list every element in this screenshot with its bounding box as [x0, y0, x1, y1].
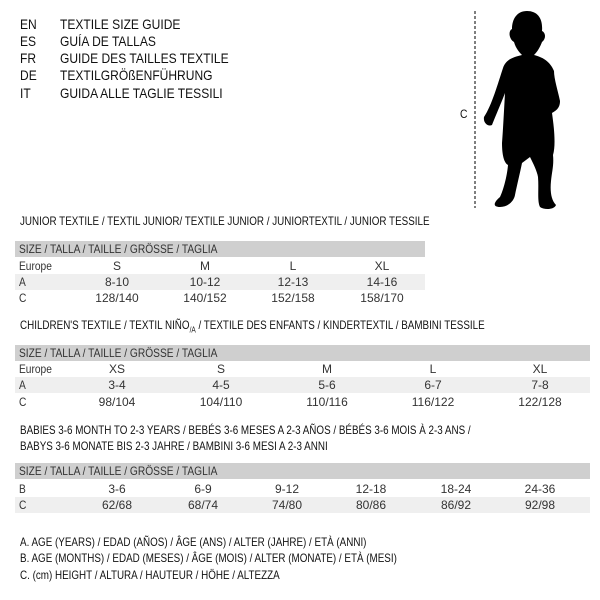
row-label: Europe — [19, 362, 52, 376]
cell: XS — [108, 362, 125, 376]
children-header-bar: SIZE / TALLA / TAILLE / GRÖSSE / TAGLIA — [15, 345, 590, 361]
junior-header-bar: SIZE / TALLA / TAILLE / GRÖSSE / TAGLIA — [15, 241, 425, 257]
cell: 10-12 — [189, 275, 221, 289]
cell: 98/104 — [98, 395, 136, 409]
cell: 74/80 — [271, 498, 303, 512]
row-label: C — [19, 498, 27, 512]
children-title: CHILDREN'S TEXTILE / TEXTIL NIÑO/A / TEX… — [20, 318, 485, 334]
row-label: A — [19, 378, 26, 392]
cell: 152/158 — [271, 291, 315, 305]
cell: 122/128 — [518, 395, 562, 409]
child-silhouette-shape — [483, 11, 560, 210]
cell: XL — [532, 362, 548, 376]
row-shade — [15, 497, 590, 513]
row-shade — [15, 377, 590, 393]
cell: 116/122 — [411, 395, 455, 409]
babies-header-bar: SIZE / TALLA / TAILLE / GRÖSSE / TAGLIA — [15, 463, 590, 479]
lang-title: GUIDE DES TAILLES TEXTILE — [60, 50, 229, 66]
lang-title: GUIDA ALLE TAGLIE TESSILI — [60, 85, 223, 101]
lang-title: GUÍA DE TALLAS — [60, 33, 156, 49]
children-title-rest: / TEXTILE DES ENFANTS / KINDERTEXTIL / B… — [195, 318, 485, 332]
row-shade — [15, 274, 425, 290]
row-label: A — [19, 275, 26, 289]
cell: L — [289, 259, 297, 273]
cell: 62/68 — [101, 498, 133, 512]
children-header: SIZE / TALLA / TAILLE / GRÖSSE / TAGLIA — [19, 346, 218, 360]
cell: 3-4 — [108, 378, 126, 392]
cell: 68/74 — [187, 498, 219, 512]
row-label: B — [19, 482, 26, 496]
lang-code: IT — [20, 85, 31, 101]
children-title-sub: /A — [189, 325, 196, 335]
babies-title-line2: BABYS 3-6 MONATE BIS 2-3 JAHRE / BAMBINI… — [20, 439, 328, 453]
cell: XL — [374, 259, 390, 273]
cell: 14-16 — [366, 275, 398, 289]
cell: 110/116 — [306, 395, 348, 409]
height-label: C — [460, 107, 468, 121]
row-label: C — [19, 291, 27, 305]
cell: 4-5 — [212, 378, 230, 392]
cell: 140/152 — [183, 291, 227, 305]
cell: S — [112, 259, 121, 273]
children-title-main: CHILDREN'S TEXTILE / TEXTIL NIÑO — [20, 318, 190, 332]
cell: S — [216, 362, 225, 376]
lang-code: DE — [20, 67, 37, 83]
cell: 6-9 — [194, 482, 212, 496]
babies-title-line1: BABIES 3-6 MONTH TO 2-3 YEARS / BEBÉS 3-… — [20, 423, 471, 437]
cell: 5-6 — [318, 378, 336, 392]
cell: 24-36 — [524, 482, 556, 496]
row-label: C — [19, 395, 27, 409]
lang-title: TEXTILGRÖßENFÜHRUNG — [60, 67, 213, 83]
cell: 104/110 — [199, 395, 243, 409]
cell: 92/98 — [524, 498, 556, 512]
cell: M — [322, 362, 332, 376]
cell: 128/140 — [95, 291, 139, 305]
junior-header: SIZE / TALLA / TAILLE / GRÖSSE / TAGLIA — [19, 242, 218, 256]
cell: 80/86 — [355, 498, 387, 512]
legend-a: A. AGE (YEARS) / EDAD (AÑOS) / ÂGE (ANS)… — [20, 535, 367, 549]
cell: 3-6 — [108, 482, 126, 496]
lang-code: EN — [20, 16, 37, 32]
cell: 12-18 — [355, 482, 387, 496]
cell: 7-8 — [531, 378, 549, 392]
junior-title: JUNIOR TEXTILE / TEXTIL JUNIOR/ TEXTILE … — [20, 214, 430, 228]
cell: 18-24 — [440, 482, 472, 496]
lang-code: ES — [20, 33, 37, 49]
lang-title: TEXTILE SIZE GUIDE — [60, 16, 181, 32]
cell: 6-7 — [424, 378, 442, 392]
babies-header: SIZE / TALLA / TAILLE / GRÖSSE / TAGLIA — [19, 464, 218, 478]
legend-b: B. AGE (MONTHS) / EDAD (MESES) / ÂGE (MO… — [20, 551, 397, 565]
cell: M — [200, 259, 210, 273]
row-label: Europe — [19, 259, 52, 273]
cell: 86/92 — [440, 498, 472, 512]
legend-c: C. (cm) HEIGHT / ALTURA / HAUTEUR / HÖHE… — [20, 568, 280, 582]
cell: 9-12 — [274, 482, 300, 496]
cell: 158/170 — [360, 291, 404, 305]
lang-code: FR — [20, 50, 37, 66]
cell: 8-10 — [104, 275, 130, 289]
child-silhouette-icon — [474, 11, 560, 210]
cell: L — [429, 362, 437, 376]
cell: 12-13 — [277, 275, 309, 289]
